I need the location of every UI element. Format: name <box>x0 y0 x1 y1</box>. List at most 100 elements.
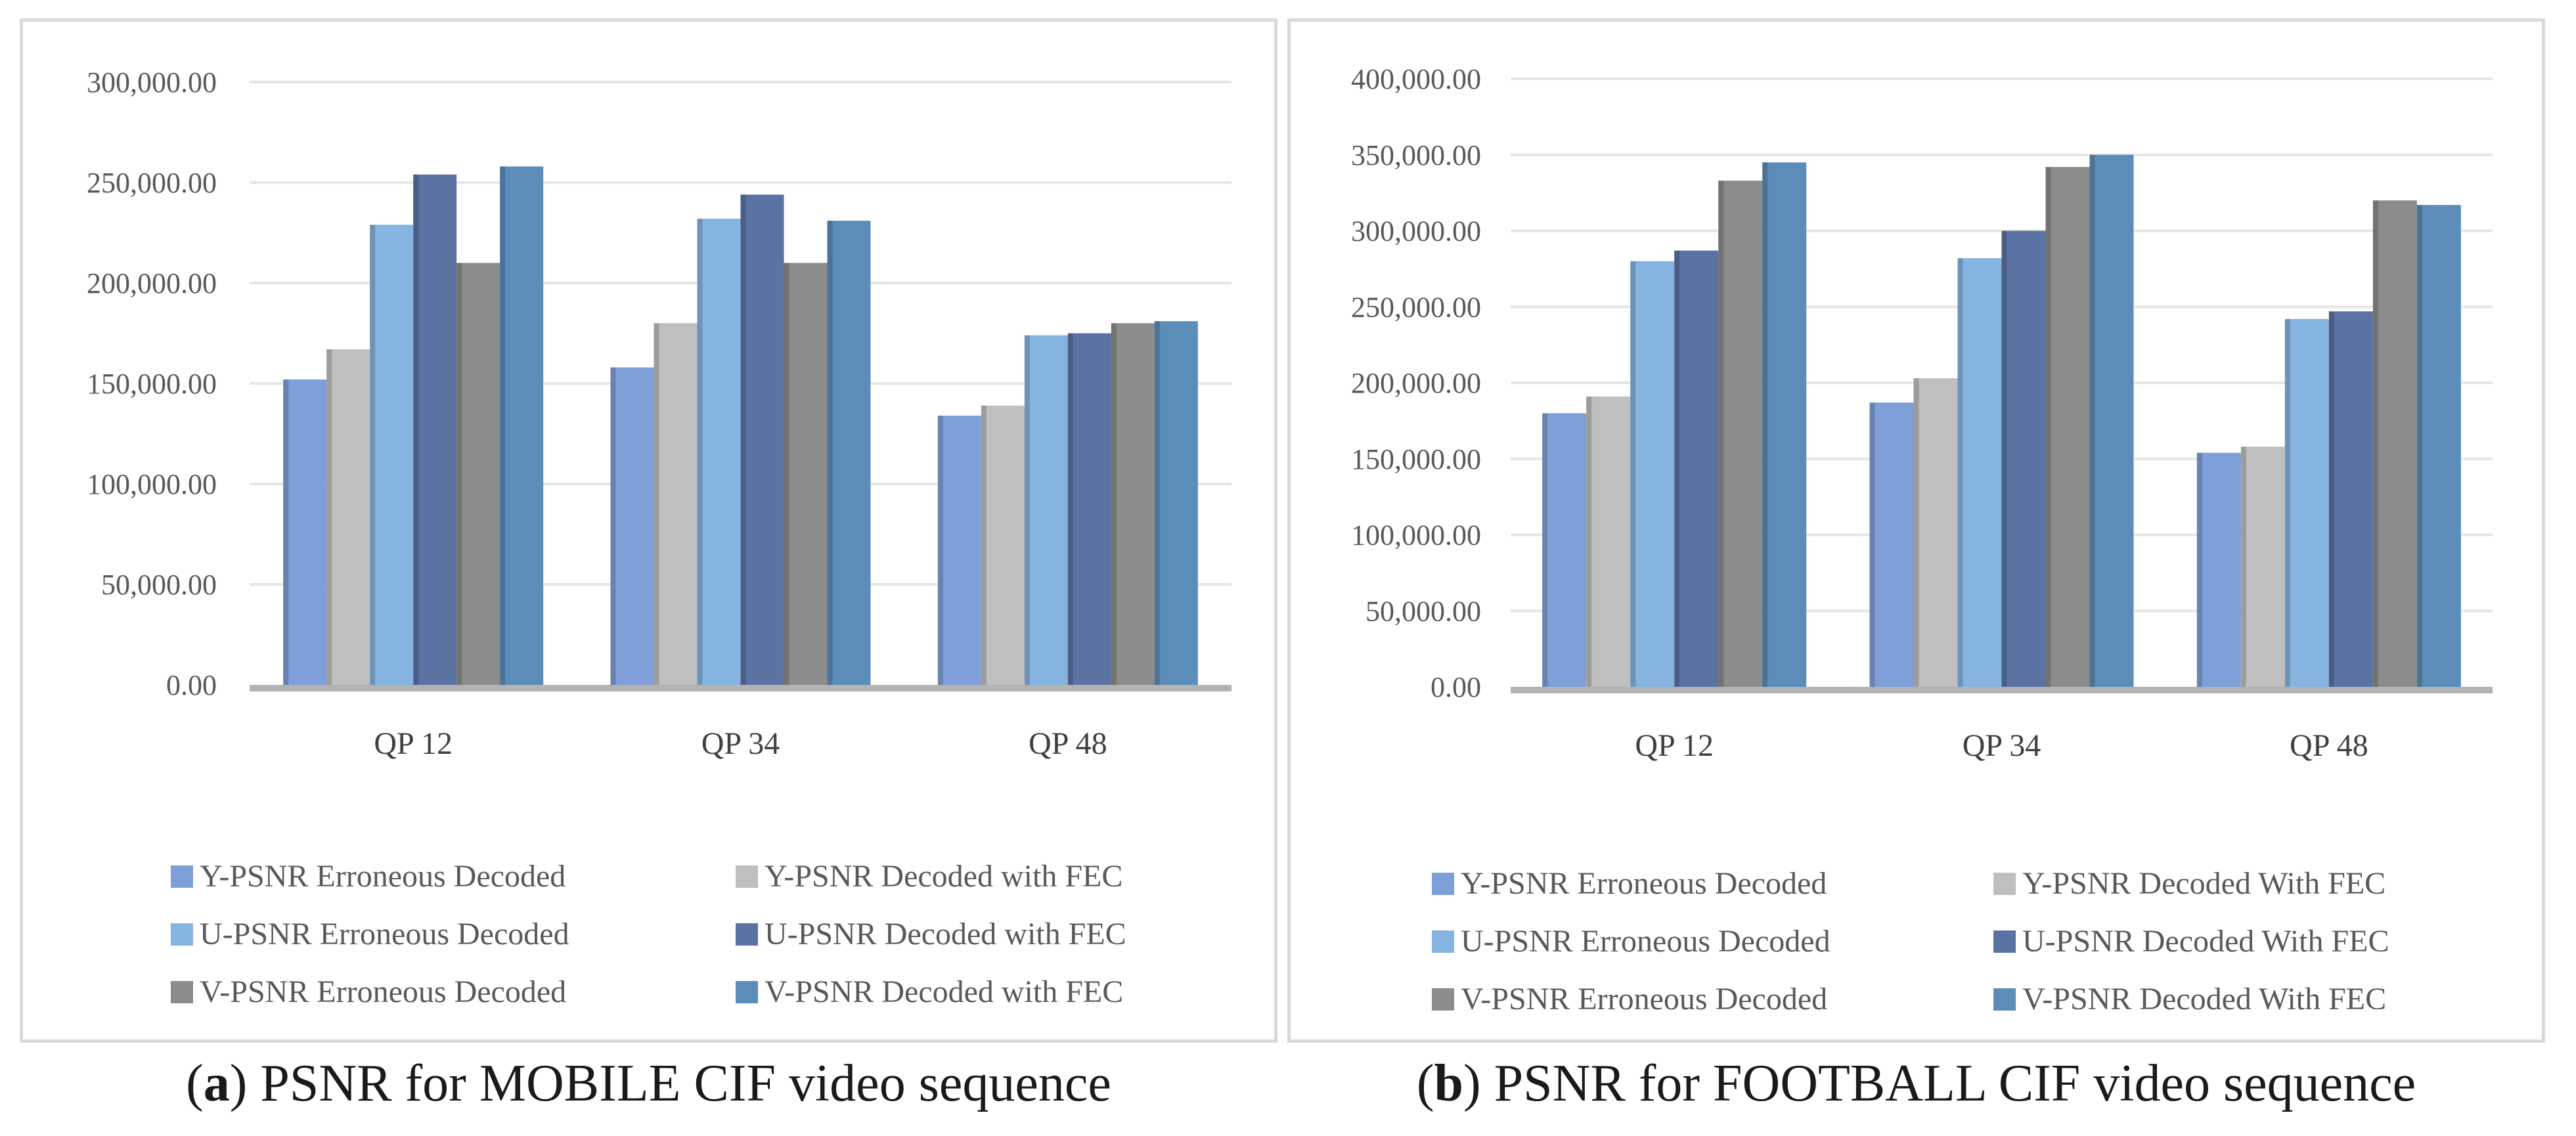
bar-2-0 <box>2196 452 2241 687</box>
bar-shade <box>456 263 462 685</box>
bar-0-0 <box>1542 413 1587 687</box>
bar-0-5 <box>500 166 544 685</box>
bar-2-2 <box>2284 318 2329 687</box>
chart-a: 0.00 50,000.00 100,000.00 150,000.00 200,000… <box>87 66 1232 1009</box>
bar-shade <box>1154 321 1160 685</box>
legend-label: U-PSNR Decoded With FEC <box>2022 924 2389 959</box>
bar-2-3 <box>1067 333 1111 685</box>
bar-shade <box>827 221 833 685</box>
legend-swatch <box>736 865 758 888</box>
bar-shade <box>2328 311 2334 687</box>
caption-b-label: b <box>1434 1055 1463 1112</box>
y-tick-label: 350,000.00 <box>1351 139 1481 171</box>
y-tick-label: 400,000.00 <box>1351 63 1481 95</box>
bar-2-1 <box>2240 447 2285 687</box>
chart-panel-a: 0.00 50,000.00 100,000.00 150,000.00 200,000… <box>20 18 1277 1043</box>
bar-0-3 <box>1674 250 1719 688</box>
bar-1-3 <box>2001 230 2046 687</box>
bar-shade <box>1111 323 1117 685</box>
bar-shade <box>2372 200 2378 687</box>
legend-swatch <box>1432 988 1454 1011</box>
bar-shade <box>610 367 616 685</box>
bar-shade <box>1024 335 1030 685</box>
bar-1-5 <box>827 221 871 685</box>
bar-2-2 <box>1024 335 1068 685</box>
y-tick-label: 300,000.00 <box>87 66 217 98</box>
bar-2-5 <box>1154 321 1198 685</box>
legend-swatch <box>171 981 193 1003</box>
bar-1-2 <box>697 219 741 686</box>
bar-shade <box>326 349 332 685</box>
bar-shade <box>2089 154 2095 687</box>
bar-2-3 <box>2328 311 2373 687</box>
y-tick-label: 300,000.00 <box>1351 215 1481 248</box>
legend-swatch <box>171 865 193 888</box>
bar-shade <box>1586 396 1592 687</box>
bar-1-1 <box>1913 378 1958 687</box>
bar-0-5 <box>1762 162 1807 687</box>
bar-0-4 <box>1718 181 1763 687</box>
bar-shade <box>2196 452 2202 687</box>
bar-shade <box>283 379 289 685</box>
bar-1-0 <box>1869 403 1914 687</box>
caption-b-text: PSNR for FOOTBALL CIF video sequence <box>1494 1055 2416 1112</box>
bar-shade <box>981 405 987 685</box>
bar-2-1 <box>981 405 1025 685</box>
bar-shade <box>1067 333 1073 685</box>
legend-label: Y-PSNR Decoded with FEC <box>765 859 1122 894</box>
y-tick-label: 150,000.00 <box>87 368 217 400</box>
bar-0-3 <box>413 174 457 685</box>
bar-shade <box>1542 413 1548 687</box>
y-tick-label: 0.00 <box>166 669 217 701</box>
bar-shade <box>500 166 506 685</box>
bar-0-4 <box>456 263 500 685</box>
x-tick-label: QP 34 <box>1963 728 2041 763</box>
x-axis-line <box>1511 687 2493 693</box>
legend-label: Y-PSNR Erroneous Decoded <box>1461 866 1827 901</box>
legend-swatch <box>171 923 193 946</box>
bar-2-4 <box>2372 200 2417 687</box>
bar-shade <box>2240 447 2246 687</box>
bar-1-5 <box>2089 154 2134 687</box>
bar-shade <box>2001 230 2007 687</box>
bar-shade <box>654 323 659 685</box>
caption-a-text: PSNR for MOBILE CIF video sequence <box>260 1055 1111 1112</box>
bar-shade <box>2416 205 2422 687</box>
y-tick-label: 150,000.00 <box>1351 443 1481 475</box>
bar-shade <box>1674 250 1680 688</box>
bar-1-3 <box>740 194 784 685</box>
y-tick-label: 200,000.00 <box>87 267 217 299</box>
chart-b: 0.00 50,000.00 100,000.00 150,000.00 200,000… <box>1351 63 2493 1016</box>
x-tick-label: QP 12 <box>374 726 453 761</box>
bar-shade <box>1869 403 1875 687</box>
bar-shade <box>740 194 746 685</box>
caption-b: (b) PSNR for FOOTBALL CIF video sequence <box>1416 1055 2416 1112</box>
bar-1-4 <box>2045 167 2090 687</box>
bar-0-1 <box>326 349 370 685</box>
legend-label: V-PSNR Decoded With FEC <box>2022 982 2386 1016</box>
bar-shade <box>1913 378 1919 687</box>
y-tick-label: 50,000.00 <box>101 569 217 601</box>
bar-shade <box>784 263 789 685</box>
chart-panel-b: 0.00 50,000.00 100,000.00 150,000.00 200,000… <box>1287 18 2545 1043</box>
legend-label: V-PSNR Decoded with FEC <box>765 974 1123 1009</box>
legend-swatch <box>1993 873 2016 895</box>
bar-shade <box>937 415 943 685</box>
y-tick-label: 250,000.00 <box>1351 291 1481 323</box>
legend-swatch <box>736 981 758 1003</box>
legend-label: Y-PSNR Decoded With FEC <box>2022 866 2386 901</box>
y-tick-label: 100,000.00 <box>1351 519 1481 552</box>
caption-a: (a) PSNR for MOBILE CIF video sequence <box>186 1055 1111 1112</box>
x-axis-line <box>250 685 1232 691</box>
legend-swatch <box>1993 930 2016 953</box>
x-tick-label: QP 48 <box>2290 728 2368 763</box>
bar-0-2 <box>370 225 414 685</box>
bar-shade <box>370 225 376 685</box>
bar-shade <box>2045 167 2051 687</box>
bar-2-4 <box>1111 323 1155 685</box>
bar-shade <box>1630 261 1636 687</box>
caption-a-label: a <box>203 1055 230 1112</box>
legend-swatch <box>1432 930 1454 953</box>
legend-label: U-PSNR Erroneous Decoded <box>1461 924 1831 959</box>
y-tick-label: 200,000.00 <box>1351 367 1481 399</box>
